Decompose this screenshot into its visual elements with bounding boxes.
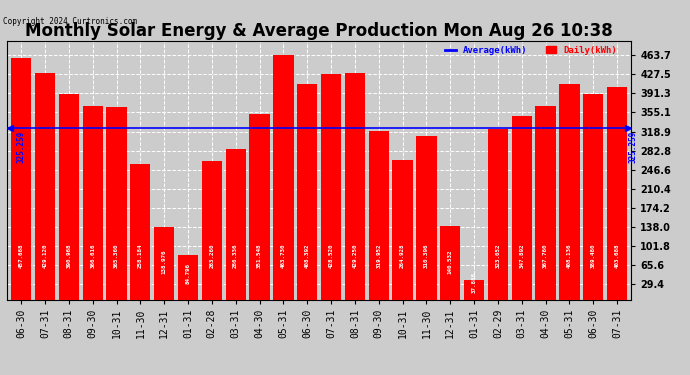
Text: 463.730: 463.730 [281,244,286,268]
Bar [178,255,198,300]
Text: 389.480: 389.480 [591,244,595,268]
Bar [273,55,293,300]
Bar [130,164,150,300]
Bar [440,226,460,300]
Text: 457.668: 457.668 [19,244,23,268]
Text: 429.120: 429.120 [43,244,48,268]
Bar [464,280,484,300]
Text: 323.052: 323.052 [495,244,500,268]
Text: 403.688: 403.688 [615,244,620,268]
Bar [11,58,31,300]
Text: 325.259: 325.259 [17,131,26,163]
Bar [154,226,175,300]
Text: 286.336: 286.336 [233,244,238,268]
Text: 84.796: 84.796 [186,263,190,284]
Legend: Average(kWh), Daily(kWh): Average(kWh), Daily(kWh) [445,46,618,55]
Bar [59,93,79,300]
Text: 258.184: 258.184 [138,244,143,268]
Text: 366.616: 366.616 [90,244,95,268]
Title: Monthly Solar Energy & Average Production Mon Aug 26 10:38: Monthly Solar Energy & Average Productio… [26,22,613,40]
Text: 365.360: 365.360 [114,244,119,268]
Text: 325.259: 325.259 [629,131,638,163]
Bar [35,74,55,300]
Bar [607,87,627,300]
Bar [560,84,580,300]
Text: 263.260: 263.260 [209,244,215,268]
Text: 37.888: 37.888 [471,272,477,293]
Text: 351.548: 351.548 [257,244,262,268]
Bar [368,131,389,300]
Bar [345,74,365,300]
Bar [321,74,341,300]
Text: 347.892: 347.892 [519,244,524,268]
Text: 319.952: 319.952 [376,244,381,268]
Bar [226,149,246,300]
Text: 390.968: 390.968 [66,244,71,268]
Bar [201,161,222,300]
Bar [106,107,127,300]
Bar [249,114,270,300]
Bar [297,84,317,300]
Bar [583,94,603,300]
Text: 429.250: 429.250 [353,244,357,268]
Text: 367.760: 367.760 [543,244,548,268]
Text: 310.396: 310.396 [424,244,429,268]
Text: 140.532: 140.532 [448,249,453,274]
Bar [416,136,437,300]
Text: Copyright 2024 Curtronics.com: Copyright 2024 Curtronics.com [3,17,137,26]
Bar [511,116,532,300]
Bar [393,160,413,300]
Text: 408.392: 408.392 [305,244,310,268]
Text: 264.928: 264.928 [400,244,405,268]
Text: 138.976: 138.976 [161,250,167,274]
Text: 428.520: 428.520 [328,244,333,268]
Bar [83,106,103,300]
Bar [535,106,555,300]
Bar [488,129,508,300]
Text: 408.136: 408.136 [567,244,572,268]
